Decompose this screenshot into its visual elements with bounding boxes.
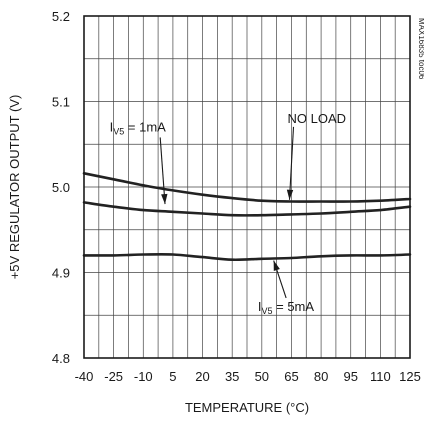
x-tick-label: -25 (104, 369, 123, 384)
series-annotation: IV5 = 5mA (258, 299, 315, 316)
annotation-value: = 5mA (273, 299, 315, 314)
annotation-value: = 1mA (124, 119, 166, 134)
x-tick-label: 35 (225, 369, 239, 384)
grid (83, 15, 411, 359)
annotation-arrowhead (273, 260, 280, 272)
figure-id: MAX16835 toc06 (417, 18, 424, 80)
x-tick-labels: -40 -25 -10 5 20 35 50 65 80 95 110 125 (75, 369, 421, 384)
series-group (82, 172, 412, 262)
x-tick-label: 20 (195, 369, 209, 384)
annotation-arrow-line (159, 137, 166, 205)
y-tick-label: 4.9 (52, 266, 70, 281)
x-tick-label: 5 (169, 369, 176, 384)
y-tick-labels: 4.8 4.9 5.0 5.1 5.2 (52, 9, 70, 366)
annotation-arrowhead (161, 193, 168, 205)
annotation-subscript: V5 (261, 306, 272, 316)
annotation-arrowhead (286, 189, 294, 200)
annotation-arrow-line (288, 126, 295, 200)
series-annotation: IV5 = 1mA (110, 119, 167, 136)
x-tick-label: 125 (399, 369, 421, 384)
x-tick-label: 95 (343, 369, 357, 384)
x-tick-label: 65 (284, 369, 298, 384)
series-annotation: NO LOAD (288, 111, 347, 126)
y-tick-label: 5.0 (52, 180, 70, 195)
x-tick-label: 80 (314, 369, 328, 384)
y-tick-label: 5.2 (52, 9, 70, 24)
x-tick-label: -40 (75, 369, 94, 384)
annotation-group: IV5 = 1mA NO LOAD IV5 = 5mA (110, 111, 346, 316)
x-axis-title: TEMPERATURE (°C) (185, 400, 309, 415)
x-tick-label: 110 (370, 369, 391, 384)
y-tick-label: 4.8 (52, 351, 70, 366)
series-line-iv5-5ma (82, 252, 412, 262)
x-tick-label: -10 (134, 369, 153, 384)
series-line-no-load (82, 172, 412, 203)
plot-frame (83, 15, 411, 359)
annotation-subscript: V5 (113, 126, 124, 136)
series-line-iv5-1ma (82, 201, 412, 217)
y-axis-title: +5V REGULATOR OUTPUT (V) (7, 95, 22, 280)
y-tick-label: 5.1 (52, 95, 70, 110)
x-tick-label: 50 (255, 369, 269, 384)
